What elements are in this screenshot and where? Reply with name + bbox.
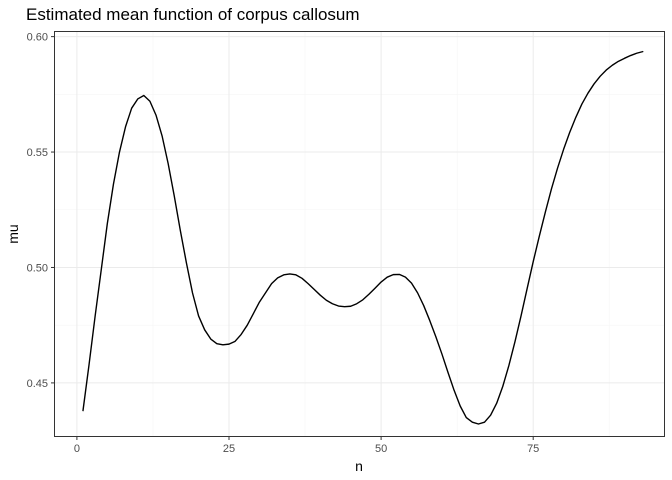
series-layer <box>82 50 644 425</box>
x-axis-title: n <box>355 458 363 474</box>
y-tick-label: 0.45 <box>27 378 48 390</box>
minor-gridlines <box>55 32 664 436</box>
y-tick-label: 0.55 <box>27 147 48 159</box>
plot-panel-border <box>54 31 665 437</box>
y-tick-label: 0.50 <box>27 262 48 274</box>
y-tick-label: 0.60 <box>27 32 48 44</box>
x-tick-label: 50 <box>375 443 387 455</box>
chart-title: Estimated mean function of corpus callos… <box>26 5 360 24</box>
x-tick-label: 0 <box>74 443 80 455</box>
x-tick-label: 75 <box>527 443 539 455</box>
y-axis-title: mu <box>5 224 21 243</box>
y-axis: 0.45 0.50 0.55 0.60 <box>27 32 55 390</box>
mean-function-line <box>82 50 644 425</box>
x-axis: 0 25 50 75 <box>74 436 539 455</box>
x-tick-label: 25 <box>223 443 235 455</box>
major-gridlines <box>55 32 664 436</box>
